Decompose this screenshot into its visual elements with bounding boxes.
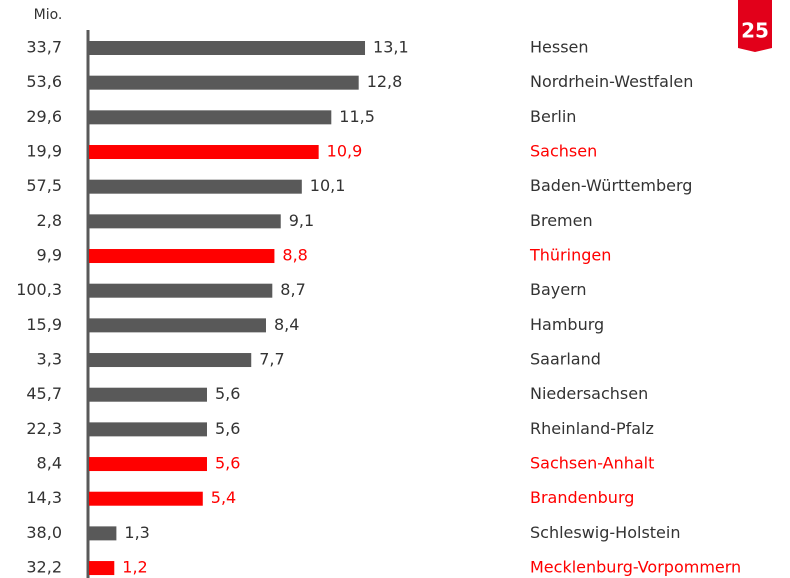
bar xyxy=(89,145,319,160)
left-label: 14,3 xyxy=(26,488,62,507)
bar xyxy=(89,387,207,402)
value-label: 9,1 xyxy=(289,211,314,230)
left-header: Mio. xyxy=(34,7,63,23)
category-label: Nordrhein-Westfalen xyxy=(530,72,693,91)
logo-badge xyxy=(738,0,772,52)
value-label: 8,7 xyxy=(280,280,305,299)
value-label: 8,4 xyxy=(274,315,299,334)
value-label: 11,5 xyxy=(339,107,375,126)
bar xyxy=(89,283,273,298)
category-label: Bremen xyxy=(530,211,593,230)
value-label: 12,8 xyxy=(367,72,403,91)
category-label: Rheinland-Pfalz xyxy=(530,419,654,438)
bar xyxy=(89,491,203,506)
bar xyxy=(89,422,207,437)
value-label: 10,1 xyxy=(310,176,346,195)
category-label: Saarland xyxy=(530,350,601,369)
value-label: 5,6 xyxy=(215,384,240,403)
category-label: Hessen xyxy=(530,38,589,57)
left-label: 45,7 xyxy=(26,384,62,403)
left-label: 3,3 xyxy=(37,350,62,369)
left-label: 19,9 xyxy=(26,142,62,161)
category-label: Mecklenburg-Vorpommern xyxy=(530,558,741,577)
value-label: 5,6 xyxy=(215,454,240,473)
bar xyxy=(89,526,117,541)
bar xyxy=(89,110,332,125)
left-label: 22,3 xyxy=(26,419,62,438)
value-label: 10,9 xyxy=(327,142,363,161)
left-label: 15,9 xyxy=(26,315,62,334)
value-label: 1,2 xyxy=(122,558,147,577)
category-label: Baden-Württemberg xyxy=(530,176,692,195)
category-label: Schleswig-Holstein xyxy=(530,523,680,542)
category-label: Berlin xyxy=(530,107,576,126)
category-label: Brandenburg xyxy=(530,488,634,507)
bar xyxy=(89,41,366,55)
bar xyxy=(89,353,252,368)
logo-text: 25 xyxy=(741,19,769,43)
bar xyxy=(89,249,275,264)
bar xyxy=(89,561,115,576)
left-label: 2,8 xyxy=(37,211,62,230)
category-label: Sachsen xyxy=(530,142,597,161)
bar xyxy=(89,457,207,472)
bar xyxy=(89,214,281,229)
left-label: 53,6 xyxy=(26,72,62,91)
category-label: Thüringen xyxy=(529,246,611,265)
bar xyxy=(89,179,302,194)
left-label: 33,7 xyxy=(26,38,62,57)
category-label: Bayern xyxy=(530,280,587,299)
left-label: 8,4 xyxy=(37,454,62,473)
bar xyxy=(89,318,266,333)
bar xyxy=(89,75,359,90)
left-label: 100,3 xyxy=(16,280,62,299)
left-label: 38,0 xyxy=(26,523,62,542)
category-label: Sachsen-Anhalt xyxy=(530,454,654,473)
value-label: 7,7 xyxy=(259,350,284,369)
left-label: 32,2 xyxy=(26,558,62,577)
category-label: Hamburg xyxy=(530,315,604,334)
value-label: 5,6 xyxy=(215,419,240,438)
left-label: 29,6 xyxy=(26,107,62,126)
value-label: 5,4 xyxy=(211,488,236,507)
left-label: 57,5 xyxy=(26,176,62,195)
value-label: 13,1 xyxy=(373,38,409,57)
left-label: 9,9 xyxy=(37,246,62,265)
value-label: 1,3 xyxy=(124,523,149,542)
category-label: Niedersachsen xyxy=(530,384,648,403)
value-label: 8,8 xyxy=(282,246,307,265)
